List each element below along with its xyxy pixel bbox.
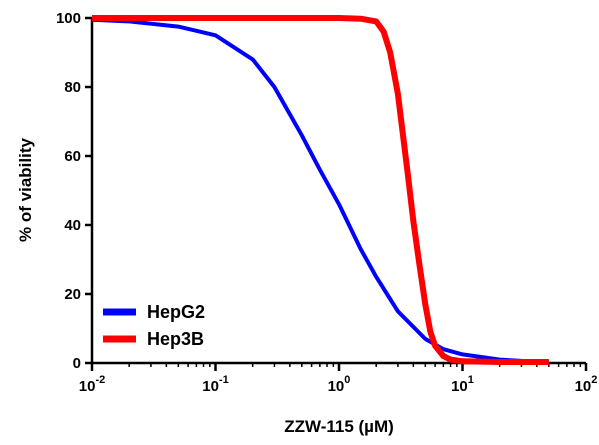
- x-tick-label: 101: [451, 374, 474, 395]
- series-line-hepg2: [91, 17, 549, 364]
- y-tick-label: 80: [64, 79, 81, 96]
- series-layer: [91, 15, 549, 365]
- legend-label-hepg2: HepG2: [147, 302, 205, 322]
- x-tick-base: 10: [451, 378, 468, 395]
- x-tick-exponent: -2: [95, 374, 105, 386]
- x-tick-label: 10-2: [79, 374, 105, 395]
- x-tick-label: 10-1: [202, 374, 228, 395]
- x-tick-label: 100: [328, 374, 351, 395]
- x-axis-label: ZZW-115 (µM): [284, 417, 394, 436]
- y-ticks: 0 20 40 60 80 100: [56, 10, 92, 372]
- x-tick-label: 102: [575, 374, 598, 395]
- legend: HepG2 Hep3B: [103, 302, 205, 349]
- x-tick-base: 10: [79, 378, 96, 395]
- x-tick-base: 10: [575, 378, 592, 395]
- x-tick-exponent: 0: [344, 374, 350, 386]
- y-tick-label: 60: [64, 148, 81, 165]
- y-tick-label: 0: [73, 355, 81, 372]
- x-tick-exponent: 2: [591, 374, 597, 386]
- x-ticks: 10-2 10-1 100 101 102: [79, 363, 598, 395]
- y-tick-label: 40: [64, 217, 81, 234]
- y-tick-label: 20: [64, 286, 81, 303]
- x-tick-exponent: 1: [468, 374, 474, 386]
- series-line-hep3b: [92, 15, 549, 365]
- x-tick-exponent: -1: [219, 374, 229, 386]
- y-axis-label: % of viability: [16, 138, 35, 242]
- legend-label-hep3b: Hep3B: [147, 329, 204, 349]
- x-tick-base: 10: [328, 378, 345, 395]
- x-tick-base: 10: [202, 378, 219, 395]
- y-tick-label: 100: [56, 10, 81, 27]
